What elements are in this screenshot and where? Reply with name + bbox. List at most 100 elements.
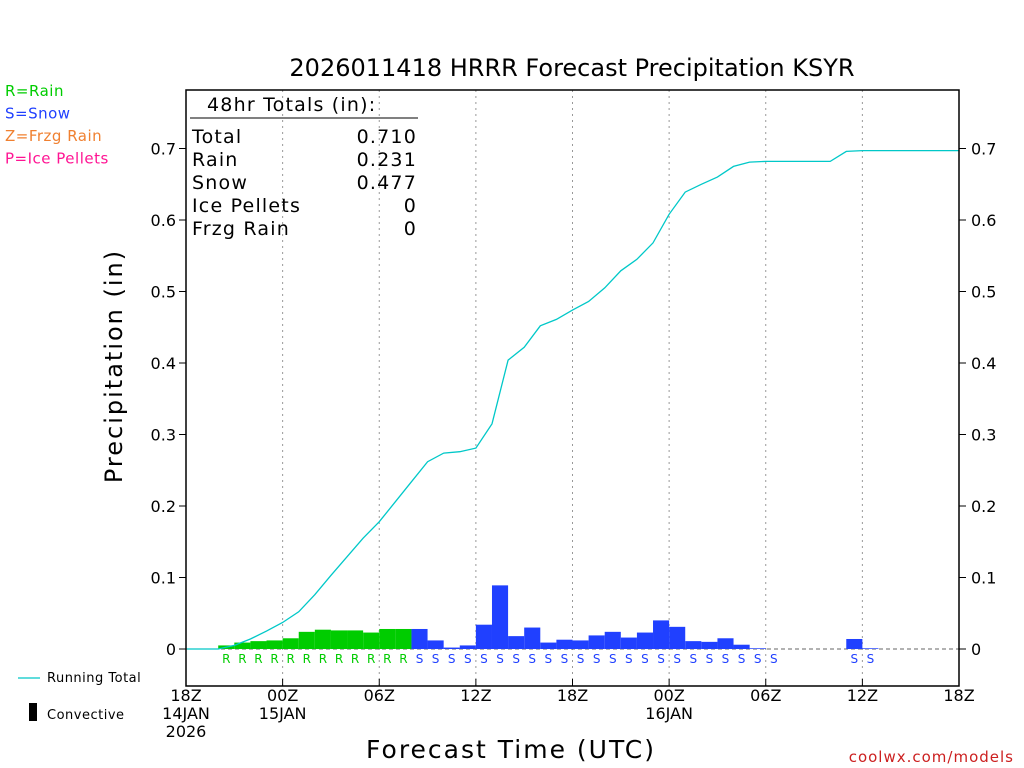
x-tick-label-line: 15JAN [259, 704, 307, 723]
precip-bar [508, 636, 525, 649]
precip-bar [653, 620, 670, 649]
type-letter: S [673, 652, 681, 666]
precip-bar [862, 648, 879, 649]
x-tick-label-line: 06Z [750, 686, 781, 705]
type-letter: R [319, 652, 327, 666]
totals-row-label: Rain [192, 149, 239, 171]
x-tick-label-line: 00Z [267, 686, 298, 705]
precip-bar [282, 638, 299, 649]
type-letter: R [287, 652, 295, 666]
y-tick-label-right: 0.3 [971, 426, 996, 445]
legend-frzg: Z=Frzg Rain [5, 127, 102, 145]
y-tick-label-right: 0.7 [971, 140, 996, 159]
precip-bar [669, 626, 686, 649]
type-letter: S [722, 652, 730, 666]
precip-bar [347, 630, 364, 649]
precip-bar [588, 635, 605, 649]
totals-row-label: Ice Pellets [192, 195, 301, 217]
precip-bar [443, 647, 460, 649]
precip-bar [572, 640, 589, 649]
legend-snow: S=Snow [5, 105, 71, 123]
x-tick-label-line: 06Z [364, 686, 395, 705]
convective-legend-label: Convective [47, 708, 125, 723]
x-tick-label-line: 18Z [557, 686, 588, 705]
precip-bar [491, 585, 509, 649]
y-tick-label-right: 0.5 [971, 283, 996, 302]
precip-bar [459, 645, 476, 649]
type-letter: S [480, 652, 488, 666]
precip-bar [685, 641, 702, 649]
precip-bar [266, 640, 283, 649]
type-letter: S [496, 652, 504, 666]
time-gridlines [186, 90, 959, 686]
type-letter: S [512, 652, 520, 666]
y-axis-label: Precipitation (in) [100, 249, 128, 483]
bottom-legend: Running Total Convective [18, 671, 141, 723]
totals-row-label: Total [191, 126, 242, 148]
type-letter: S [448, 652, 456, 666]
precip-bar [314, 629, 331, 649]
x-tick-label: 18Z [557, 686, 588, 705]
running-total-line [186, 149, 959, 650]
type-letter: R [335, 652, 343, 666]
y-tick-label-left: 0.1 [151, 569, 176, 588]
totals-row-label: Frzg Rain [192, 218, 290, 240]
type-letter: S [641, 652, 649, 666]
y-tick-label-right: 0.4 [971, 354, 996, 373]
x-tick-label: 18Z 14JAN 2026 [162, 686, 210, 741]
type-letter: R [222, 652, 230, 666]
type-letter: S [545, 652, 553, 666]
chart-title: 2026011418 HRRR Forecast Precipitation K… [289, 54, 854, 82]
type-letter: S [657, 652, 665, 666]
x-tick-label: 06Z [750, 686, 781, 705]
x-tick-label: 06Z [364, 686, 395, 705]
y-tick-label-right: 0.2 [971, 497, 996, 516]
x-tick-label-line: 2026 [166, 722, 207, 741]
type-letter: R [270, 652, 278, 666]
type-letter: S [867, 652, 875, 666]
precip-bar [427, 640, 444, 649]
precip-bar [701, 641, 718, 649]
x-tick-label-line: 18Z [943, 686, 974, 705]
x-tick-label: 18Z [943, 686, 974, 705]
y-tick-label-right: 0 [971, 640, 981, 659]
y-tick-label-left: 0.4 [151, 354, 176, 373]
y-tick-label-right: 0.6 [971, 211, 996, 230]
x-axis-label: Forecast Time (UTC) [366, 735, 656, 764]
type-letter: S [577, 652, 585, 666]
type-letter: R [383, 652, 391, 666]
precip-bar [475, 624, 492, 649]
precip-bar [733, 644, 750, 649]
x-tick-label-line: 12Z [460, 686, 491, 705]
precip-bar [411, 628, 428, 649]
precip-bar [330, 630, 348, 649]
precip-bar [234, 642, 251, 649]
precip-bar [556, 639, 573, 649]
type-letter: S [770, 652, 778, 666]
type-letter: S [625, 652, 633, 666]
type-letter: S [416, 652, 424, 666]
type-letter: R [367, 652, 375, 666]
convective-swatch [29, 703, 37, 721]
x-tick-label-line: 18Z [170, 686, 201, 705]
type-letter: S [464, 652, 472, 666]
totals-row-value: 0.477 [357, 172, 417, 194]
credit-text: coolwx.com/models [849, 748, 1014, 766]
type-letter: R [351, 652, 359, 666]
precip-bar [250, 641, 267, 649]
precip-bar [363, 632, 380, 649]
x-tick-label-line: 12Z [847, 686, 878, 705]
totals-row-value: 0.710 [357, 126, 417, 148]
running-total-legend-label: Running Total [47, 671, 141, 686]
precip-bar [395, 628, 412, 649]
type-letter: S [706, 652, 714, 666]
type-letter: R [303, 652, 311, 666]
legend-rain: R=Rain [5, 82, 64, 100]
precip-bar [379, 628, 396, 649]
legend-ice: P=Ice Pellets [5, 150, 109, 168]
type-letter: S [754, 652, 762, 666]
x-tick-label-line: 00Z [653, 686, 684, 705]
totals-row-value: 0 [404, 195, 417, 217]
